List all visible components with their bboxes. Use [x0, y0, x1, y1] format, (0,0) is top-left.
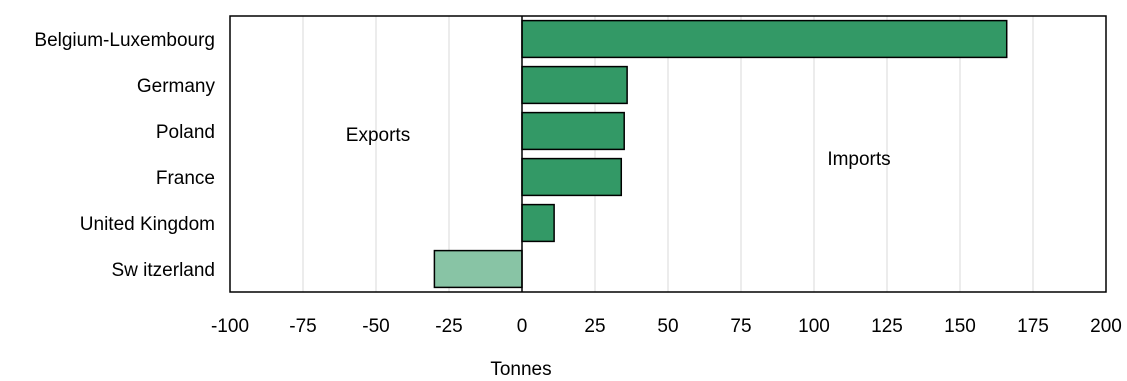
x-tick-label-4: 0	[517, 316, 528, 337]
x-tick-labels: -100 -75 -50 -25 0 25 50 75 100 125 150 175 200	[211, 316, 1122, 337]
bar-0	[521, 19, 1008, 59]
bar-1	[521, 65, 628, 105]
x-tick-label-12: 200	[1090, 316, 1122, 337]
category-label-1: Germany	[137, 76, 216, 97]
x-tick-label-8: 100	[798, 316, 830, 337]
x-tick-label-3: -25	[435, 316, 462, 337]
x-axis-title: Tonnes	[490, 359, 551, 380]
plot-area-frame	[229, 15, 1107, 293]
x-tick-label-1: -75	[289, 316, 316, 337]
x-tick-label-10: 150	[944, 316, 976, 337]
bar-3	[521, 157, 623, 197]
x-tick-label-6: 50	[657, 316, 678, 337]
gridlines	[302, 16, 1034, 292]
exports-annotation: Exports	[346, 125, 410, 146]
bar-5	[433, 249, 523, 289]
x-tick-label-0: -100	[211, 316, 249, 337]
category-labels: Belgium-Luxembourg Germany Poland France Uni…	[34, 30, 215, 281]
category-label-5: Sw itzerland	[112, 260, 216, 281]
x-tick-label-5: 25	[584, 316, 605, 337]
x-tick-label-9: 125	[871, 316, 903, 337]
bar-4	[521, 203, 555, 243]
category-label-2: Poland	[156, 122, 215, 143]
bar-2	[521, 111, 625, 151]
category-label-3: France	[156, 168, 215, 189]
category-label-0: Belgium-Luxembourg	[34, 30, 215, 51]
x-tick-label-11: 175	[1017, 316, 1049, 337]
x-tick-label-2: -50	[362, 316, 389, 337]
imports-annotation: Imports	[827, 149, 890, 170]
x-tick-label-7: 75	[730, 316, 751, 337]
bars	[433, 19, 1008, 289]
category-label-4: United Kingdom	[80, 214, 215, 235]
